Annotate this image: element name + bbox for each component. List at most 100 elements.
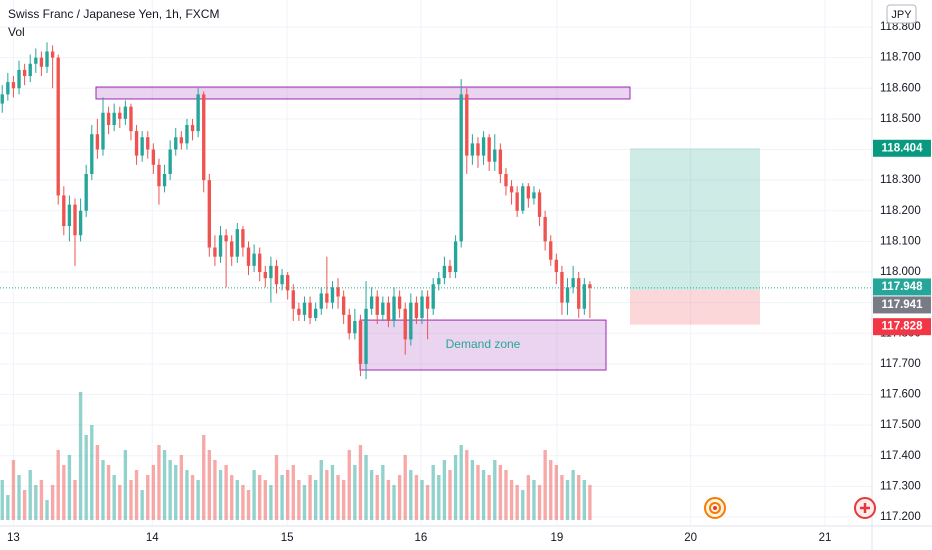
candle-body	[582, 284, 586, 309]
candle-body	[151, 149, 156, 165]
candle-body	[179, 137, 184, 144]
volume-bar	[157, 445, 161, 520]
candle-body	[67, 204, 72, 227]
price-badge	[873, 296, 931, 314]
candle-body	[358, 321, 363, 364]
volume-bar	[347, 450, 351, 520]
candle-body	[157, 164, 161, 187]
volume-bar	[470, 460, 475, 520]
price-axis: 117.200 117.300 117.400 117.500 117.600 117.7…	[7, 21, 931, 544]
volume-bar	[6, 495, 10, 520]
candle-body	[297, 308, 301, 315]
event-icon[interactable]	[854, 497, 876, 519]
volume-bar	[397, 475, 402, 520]
y-tick-label: 118.200	[880, 205, 921, 217]
candle-body	[465, 94, 469, 156]
stop-area	[630, 290, 760, 325]
candle-body	[442, 265, 447, 279]
candle-body	[437, 278, 441, 285]
price-badge-label: 117.948	[882, 281, 924, 293]
drawings: Demand zone	[95, 86, 760, 371]
currency-badge[interactable]	[886, 4, 917, 24]
volume-bar	[420, 480, 424, 520]
candle-body	[414, 302, 419, 318]
volume-bar	[202, 435, 206, 520]
y-tick-label: 117.700	[880, 358, 921, 370]
volume-bar	[106, 465, 111, 520]
volume-bar	[459, 445, 463, 520]
volume-bar	[246, 490, 251, 520]
volume-bar	[297, 480, 301, 520]
volume-bar	[498, 465, 503, 520]
timeline-icon[interactable]	[704, 497, 726, 519]
y-tick-label: 118.600	[880, 82, 921, 94]
candle-body	[168, 149, 172, 174]
volume-bar	[151, 465, 156, 520]
candle-body	[39, 57, 44, 67]
volume-bar	[129, 480, 133, 520]
candle-body	[325, 293, 329, 303]
candle-body	[196, 94, 200, 132]
candle-body	[425, 296, 430, 309]
volume-bar	[409, 470, 413, 520]
candle-body	[185, 125, 189, 144]
volume-bar	[481, 470, 486, 520]
x-tick-label: 14	[146, 532, 159, 544]
candle-body	[375, 296, 379, 315]
volume-bar	[313, 480, 318, 520]
volume-bar	[588, 485, 592, 520]
candle-body	[56, 57, 60, 196]
volume-bar	[392, 485, 396, 520]
volume-bar	[84, 435, 88, 520]
x-tick-label: 19	[550, 532, 563, 544]
volume-bar	[56, 450, 60, 520]
volume-bar	[554, 465, 559, 520]
candle-body	[241, 229, 245, 248]
volume-bar	[521, 490, 525, 520]
target-area	[630, 148, 760, 291]
candle-body	[319, 293, 323, 309]
candle-body	[431, 284, 435, 309]
volume-bar	[571, 470, 575, 520]
candle-body	[174, 137, 178, 150]
candle-body	[381, 302, 385, 315]
volume-bar	[336, 475, 340, 520]
volume-bar	[190, 475, 195, 520]
volume-bar	[504, 470, 508, 520]
volume-bar	[358, 445, 363, 520]
volume-bar	[50, 485, 55, 520]
volume-bar	[235, 480, 239, 520]
candle-body	[140, 137, 144, 156]
volume-bar	[207, 450, 212, 520]
volume-bar	[185, 470, 189, 520]
candle-body	[493, 149, 497, 162]
volume-bar	[369, 470, 374, 520]
y-tick-label: 118.700	[880, 52, 921, 64]
volume-bar	[487, 475, 491, 520]
volume-bar	[437, 475, 441, 520]
volume-bar	[146, 475, 150, 520]
volume-bar	[286, 470, 290, 520]
currency-label[interactable]: JPY	[891, 9, 912, 21]
volume-bar	[543, 450, 547, 520]
candle-body	[28, 63, 32, 76]
volume-bar	[17, 475, 21, 520]
candle-body	[386, 302, 391, 321]
candle-body	[341, 296, 346, 315]
y-tick-label: 118.000	[880, 266, 921, 278]
volume-bar	[73, 480, 77, 520]
volume-bar	[39, 480, 44, 520]
candle-body	[549, 241, 553, 260]
candle-body	[190, 125, 195, 132]
volume-bar	[67, 455, 72, 520]
volume-bar	[291, 465, 295, 520]
candle-body	[409, 302, 413, 340]
price-badge	[873, 139, 931, 157]
volume-bar	[386, 480, 391, 520]
candle-body	[509, 186, 514, 193]
y-tick-label: 118.100	[880, 235, 921, 247]
price-badge-label: 117.828	[882, 321, 924, 333]
candle-body	[308, 302, 312, 318]
volume-bar	[381, 465, 385, 520]
